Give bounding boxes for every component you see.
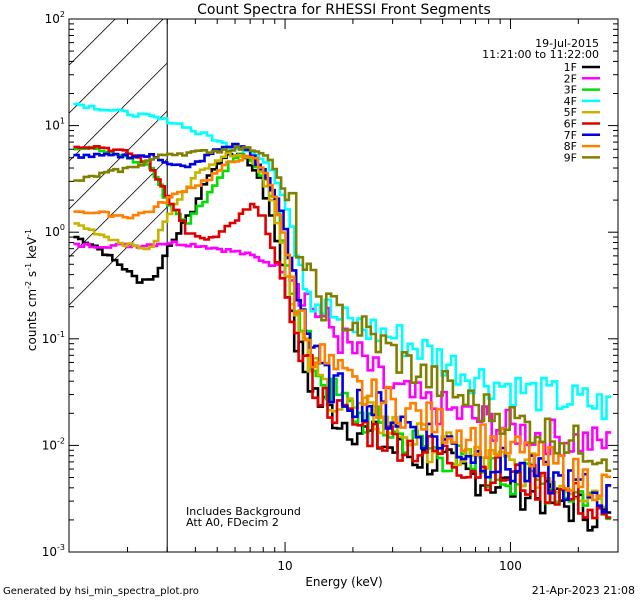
chart-title: Count Spectra for RHESSI Front Segments [197, 2, 491, 18]
legend-label-4F: 4F [564, 95, 577, 108]
date-label: 19-Jul-2015 [535, 37, 599, 50]
y-axis-label: counts cm-2 s-1 keV-1 [24, 229, 39, 351]
axis-ticks [69, 18, 619, 553]
series-line-2F [73, 240, 612, 457]
y-tick-label: 10-1 [42, 330, 65, 346]
hatched-region [69, 0, 168, 552]
time-range-label: 11:21:00 to 11:22:00 [482, 48, 599, 61]
plot-frame [68, 18, 619, 553]
series-line-4F [73, 102, 612, 421]
y-tick-label: 102 [45, 10, 65, 26]
y-axis-label-exp2: -1 [24, 263, 33, 271]
hatch-line [69, 19, 164, 114]
annotation-background: Includes Background [186, 505, 301, 518]
legend-label-3F: 3F [564, 84, 577, 97]
series-line-6F [73, 145, 612, 520]
legend-label-6F: 6F [564, 118, 577, 131]
hatch-line [69, 158, 168, 258]
series-layer [73, 102, 612, 532]
legend-label-8F: 8F [564, 140, 577, 153]
y-tick-labels: 102 101 100 10-1 10-2 10-3 [42, 10, 65, 559]
y-axis-label-base: counts cm [25, 289, 39, 351]
y-tick-label: 101 [45, 117, 65, 133]
legend-label-1F: 1F [564, 61, 577, 74]
x-axis-label: Energy (keV) [305, 575, 382, 589]
x-tick-labels: 10 100 [277, 559, 521, 573]
y-tick-label: 10-3 [42, 543, 65, 559]
legend-label-5F: 5F [564, 106, 577, 119]
x-tick-label: 10 [277, 559, 292, 573]
footer-generated-by: Generated by hsi_min_spectra_plot.pro [3, 586, 199, 597]
y-tick-label: 10-2 [42, 436, 65, 452]
series-line-1F [73, 152, 612, 532]
y-axis-label-mid1: s [25, 271, 39, 281]
y-tick-label: 100 [45, 223, 65, 239]
y-axis-label-exp1: -2 [24, 281, 33, 289]
hatch-line [69, 19, 116, 66]
x-tick-label: 100 [499, 559, 522, 573]
legend-label-7F: 7F [564, 129, 577, 142]
y-axis-label-mid2: keV [25, 236, 39, 263]
series-line-8F [73, 154, 612, 502]
series-line-7F [73, 142, 612, 514]
hatch-line [69, 110, 168, 210]
series-line-9F [73, 145, 612, 472]
hatch-line [69, 0, 167, 17]
hatch-line [69, 62, 168, 162]
hatch-line [69, 206, 168, 306]
y-axis-label-exp3: -1 [24, 229, 33, 237]
annotation-attenuator: Att A0, FDecim 2 [186, 516, 279, 529]
legend-label-9F: 9F [564, 151, 577, 164]
footer-timestamp: 21-Apr-2023 21:08 [532, 584, 635, 597]
legend-label-2F: 2F [564, 72, 577, 85]
